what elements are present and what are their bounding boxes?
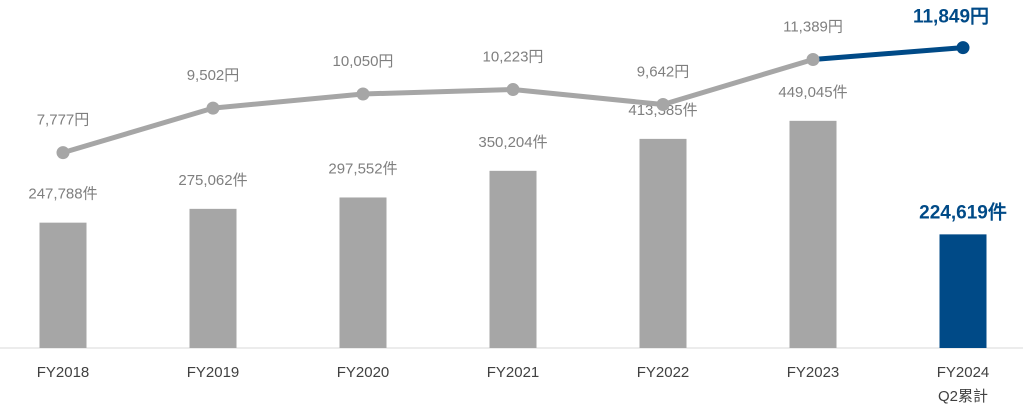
line-point (356, 87, 370, 101)
line-value-label: 11,389円 (783, 18, 843, 35)
x-tick-label: FY2020 (337, 364, 390, 381)
line-point (56, 146, 70, 160)
line-value-label: 11,849円 (913, 7, 989, 28)
line-value-label: 9,502円 (187, 67, 240, 84)
line-point (806, 52, 820, 66)
bar-value-label: 247,788件 (28, 186, 97, 203)
bar (39, 222, 87, 348)
line-point (956, 41, 970, 55)
x-tick-label: FY2021 (487, 364, 540, 381)
bar (489, 170, 537, 348)
bar-value-label: 350,204件 (478, 134, 547, 151)
bar-value-label: 297,552件 (328, 160, 397, 177)
x-tick-label: FY2018 (37, 364, 90, 381)
x-tick-label: FY2019 (187, 364, 240, 381)
line-point (656, 98, 670, 112)
bar-value-label: 449,045件 (778, 84, 847, 101)
line-value-label: 7,777円 (37, 112, 90, 129)
bar (939, 234, 987, 348)
bar-value-label: 224,619件 (919, 200, 1007, 223)
x-tick-label: FY2024 Q2累計 (937, 364, 990, 405)
line-point (206, 101, 220, 115)
line (62, 57, 814, 156)
bar (789, 120, 837, 348)
bar-value-label: 275,062件 (178, 172, 247, 189)
bar (339, 197, 387, 348)
line-value-label: 10,223円 (483, 49, 544, 66)
line-value-label: 10,050円 (333, 53, 394, 70)
x-tick-label: FY2023 (787, 364, 840, 381)
bar (639, 138, 687, 348)
x-tick-label: FY2022 (637, 364, 690, 381)
bar (189, 208, 237, 348)
line-point (506, 83, 520, 97)
line (812, 45, 964, 62)
line-value-label: 9,642円 (637, 63, 690, 80)
